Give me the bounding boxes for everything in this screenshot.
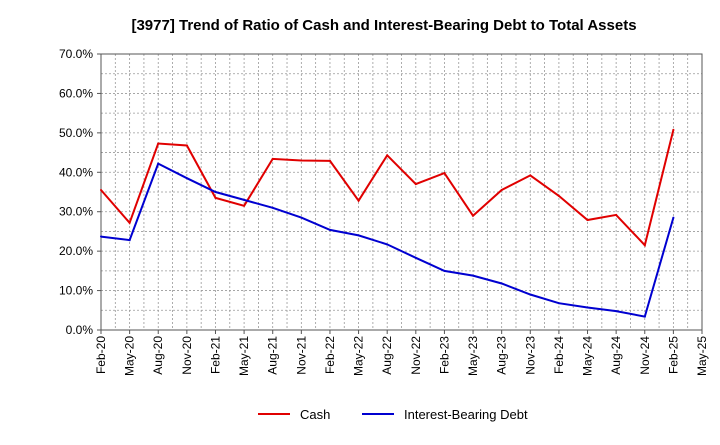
- x-tick-label: Nov-21: [294, 336, 308, 375]
- data-point: [128, 239, 131, 242]
- data-point: [157, 142, 160, 145]
- data-point: [529, 174, 532, 177]
- data-point: [615, 310, 618, 313]
- x-tick-label: Feb-23: [437, 336, 451, 374]
- x-tick-label: May-21: [237, 336, 251, 376]
- x-tick-label: Aug-24: [609, 336, 623, 375]
- data-point: [300, 216, 303, 219]
- x-tick-label: Aug-22: [380, 336, 394, 375]
- y-tick-label: 70.0%: [59, 47, 93, 61]
- legend-label: Interest-Bearing Debt: [404, 407, 528, 422]
- y-tick-label: 60.0%: [59, 86, 93, 100]
- data-point: [672, 216, 675, 219]
- y-tick-label: 20.0%: [59, 244, 93, 258]
- data-point: [586, 218, 589, 221]
- x-tick-label: May-23: [466, 336, 480, 376]
- data-point: [214, 196, 217, 199]
- x-tick-label: Feb-22: [323, 336, 337, 374]
- data-point: [100, 189, 102, 192]
- x-tick-label: Nov-22: [409, 336, 423, 375]
- data-point: [271, 206, 274, 209]
- data-point: [100, 235, 102, 238]
- data-point: [214, 191, 217, 193]
- x-tick-label: Feb-25: [666, 336, 680, 374]
- data-point: [472, 214, 475, 217]
- x-tick-label: Aug-20: [151, 336, 165, 375]
- x-tick-label: Feb-24: [552, 336, 566, 374]
- data-point: [328, 228, 331, 231]
- data-point: [271, 157, 274, 160]
- x-tick-label: Feb-20: [94, 336, 108, 374]
- data-point: [300, 159, 303, 162]
- data-point: [443, 269, 446, 272]
- series-lines: [100, 128, 675, 318]
- data-point: [414, 256, 417, 259]
- y-tick-label: 50.0%: [59, 126, 93, 140]
- x-tick-label: May-20: [123, 336, 137, 376]
- y-tick-label: 0.0%: [66, 323, 94, 337]
- data-point: [386, 243, 389, 246]
- data-point: [557, 194, 560, 197]
- y-tick-label: 40.0%: [59, 165, 93, 179]
- data-point: [472, 274, 475, 277]
- legend-label: Cash: [300, 407, 330, 422]
- data-point: [557, 302, 560, 305]
- data-point: [615, 213, 618, 216]
- x-tick-label: Feb-21: [208, 336, 222, 374]
- data-point: [243, 204, 246, 207]
- data-point: [357, 199, 360, 202]
- data-point: [357, 234, 360, 237]
- x-tick-label: May-24: [581, 336, 595, 376]
- data-point: [128, 221, 131, 224]
- data-point: [672, 128, 675, 131]
- data-point: [185, 177, 188, 180]
- data-point: [414, 183, 417, 186]
- data-point: [328, 159, 331, 162]
- x-tick-label: Aug-23: [495, 336, 509, 375]
- legend: Cash Interest-Bearing Debt: [258, 407, 528, 422]
- data-point: [586, 306, 589, 309]
- x-tick-label: May-22: [352, 336, 366, 376]
- x-tick-label: Nov-20: [180, 336, 194, 375]
- x-tick-label: Nov-24: [638, 336, 652, 375]
- y-tick-label: 10.0%: [59, 284, 93, 298]
- data-point: [529, 293, 532, 296]
- data-point: [500, 282, 503, 285]
- data-point: [643, 315, 646, 318]
- y-tick-label: 30.0%: [59, 205, 93, 219]
- chart-title: [3977] Trend of Ratio of Cash and Intere…: [131, 17, 636, 34]
- data-point: [386, 154, 389, 157]
- data-point: [643, 244, 646, 247]
- x-tick-label: Aug-21: [266, 336, 280, 375]
- axes: 0.0% 10.0% 20.0% 30.0% 40.0% 50.0% 60.0% 70.0% F…: [59, 47, 709, 376]
- data-point: [243, 198, 246, 201]
- data-point: [443, 172, 446, 175]
- plot-frame: [100, 53, 703, 331]
- data-point: [157, 162, 160, 165]
- data-point: [500, 189, 503, 192]
- gridlines: [100, 53, 703, 331]
- x-tick-label: Nov-23: [523, 336, 537, 375]
- x-tick-label: May-25: [695, 336, 709, 376]
- data-point: [185, 144, 188, 147]
